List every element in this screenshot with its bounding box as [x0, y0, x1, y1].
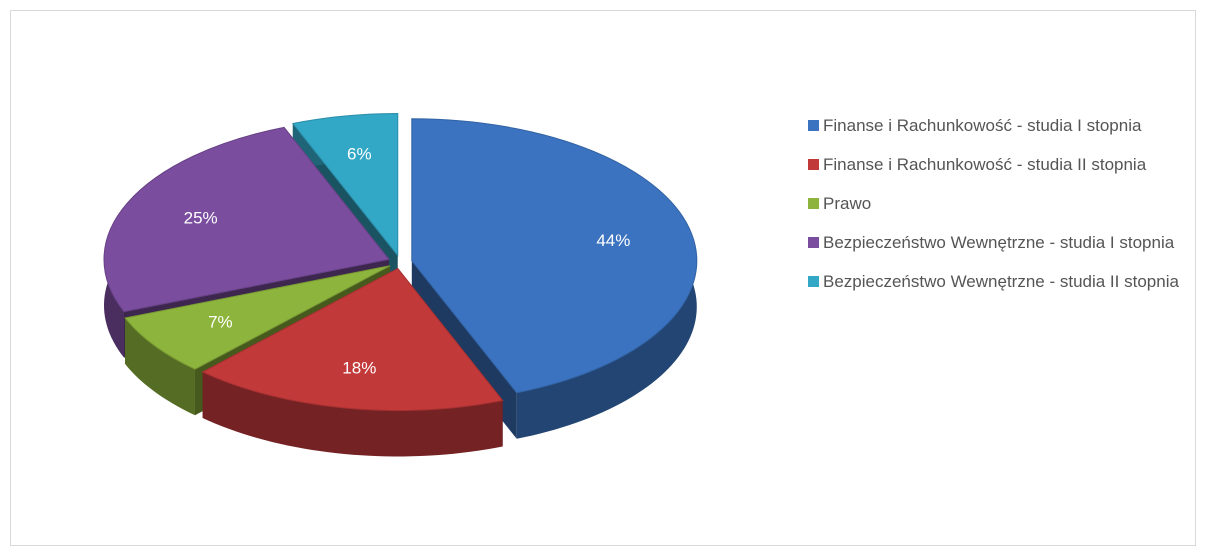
- legend-label: Bezpieczeństwo Wewnętrzne - studia I sto…: [823, 233, 1175, 252]
- data-label: 18%: [342, 358, 376, 377]
- slice: [103, 126, 390, 313]
- data-label: 6%: [347, 145, 372, 164]
- slice: [411, 118, 698, 394]
- legend-label: Bezpieczeństwo Wewnętrzne - studia II st…: [823, 272, 1179, 291]
- legend-swatch: [808, 120, 819, 131]
- legend-item: Bezpieczeństwo Wewnętrzne - studia I sto…: [808, 229, 1193, 256]
- legend-label: Finanse i Rachunkowość - studia II stopn…: [823, 155, 1147, 174]
- legend-swatch: [808, 237, 819, 248]
- legend-item: Finanse i Rachunkowość - studia I stopni…: [808, 112, 1193, 139]
- legend-label: Prawo: [823, 194, 872, 213]
- legend-item: Prawo: [808, 190, 1193, 217]
- chart-frame: [10, 10, 1196, 546]
- legend-swatch: [808, 159, 819, 170]
- slice-side: [202, 371, 503, 457]
- legend-item: Finanse i Rachunkowość - studia II stopn…: [808, 151, 1193, 178]
- slice: [201, 267, 504, 411]
- legend-swatch: [808, 198, 819, 209]
- legend-swatch: [808, 276, 819, 287]
- data-label: 25%: [184, 208, 218, 227]
- legend-label: Finanse i Rachunkowość - studia I stopni…: [823, 116, 1142, 135]
- slice: [124, 265, 391, 370]
- slice: [291, 113, 399, 257]
- legend: Finanse i Rachunkowość - studia I stopni…: [808, 112, 1193, 295]
- data-label: 44%: [596, 231, 630, 250]
- slice-side: [125, 317, 195, 416]
- data-label: 7%: [208, 313, 233, 332]
- legend-item: Bezpieczeństwo Wewnętrzne - studia II st…: [808, 268, 1193, 295]
